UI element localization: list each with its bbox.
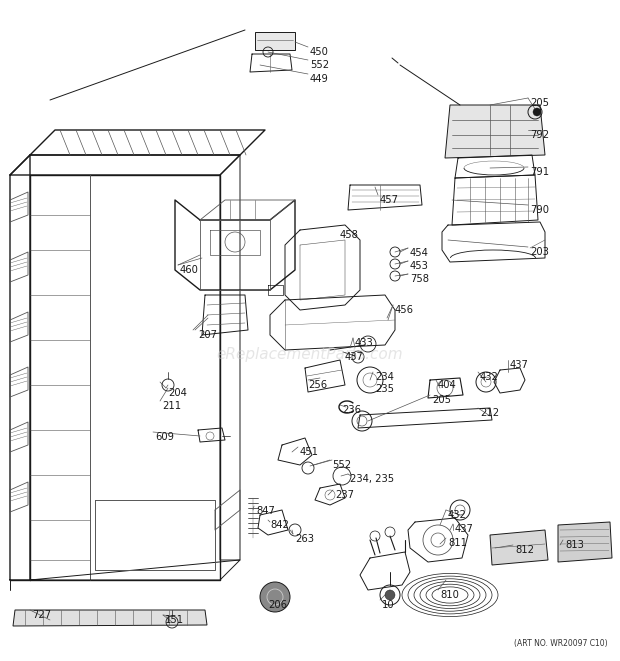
- Text: 256: 256: [308, 380, 327, 390]
- Text: 727: 727: [32, 610, 51, 620]
- Text: 842: 842: [270, 520, 289, 530]
- Text: 454: 454: [410, 248, 429, 258]
- Text: 211: 211: [162, 401, 181, 411]
- Text: 205: 205: [432, 395, 451, 405]
- Text: 450: 450: [310, 47, 329, 57]
- Text: 204: 204: [168, 388, 187, 398]
- Text: 433: 433: [355, 338, 374, 348]
- Text: 234: 234: [375, 372, 394, 382]
- Text: 449: 449: [310, 74, 329, 84]
- Text: 404: 404: [438, 380, 457, 390]
- Text: 235: 235: [375, 384, 394, 394]
- Text: 151: 151: [165, 615, 184, 625]
- Text: eReplacementParts.com: eReplacementParts.com: [216, 348, 404, 362]
- Text: 813: 813: [565, 540, 584, 550]
- Text: 437: 437: [510, 360, 529, 370]
- Text: (ART NO. WR20097 C10): (ART NO. WR20097 C10): [515, 639, 608, 648]
- Text: 437: 437: [345, 352, 364, 362]
- Text: 263: 263: [295, 534, 314, 544]
- Text: 758: 758: [410, 274, 429, 284]
- Text: 457: 457: [380, 195, 399, 205]
- Text: 10: 10: [382, 600, 394, 610]
- Circle shape: [385, 590, 395, 600]
- Circle shape: [533, 108, 541, 116]
- Text: 847: 847: [256, 506, 275, 516]
- Text: 437: 437: [455, 524, 474, 534]
- Text: 812: 812: [515, 545, 534, 555]
- Text: 552: 552: [332, 460, 351, 470]
- Polygon shape: [490, 530, 548, 565]
- Text: 432: 432: [480, 372, 499, 382]
- Polygon shape: [13, 610, 207, 626]
- Text: 207: 207: [198, 330, 217, 340]
- Text: 458: 458: [340, 230, 359, 240]
- Text: 792: 792: [530, 130, 549, 140]
- Text: 432: 432: [448, 510, 467, 520]
- Text: 205: 205: [530, 98, 549, 108]
- Text: 609: 609: [155, 432, 174, 442]
- Text: 552: 552: [310, 60, 329, 70]
- Text: 453: 453: [410, 261, 429, 271]
- Text: 791: 791: [530, 167, 549, 177]
- Text: 203: 203: [530, 247, 549, 257]
- Polygon shape: [255, 32, 295, 50]
- Text: 790: 790: [530, 205, 549, 215]
- Text: 212: 212: [480, 408, 499, 418]
- Text: 236: 236: [342, 405, 361, 415]
- Text: 237: 237: [335, 490, 354, 500]
- Text: 811: 811: [448, 538, 467, 548]
- Text: 234, 235: 234, 235: [350, 474, 394, 484]
- Circle shape: [260, 582, 290, 612]
- Text: 460: 460: [180, 265, 199, 275]
- Text: 456: 456: [395, 305, 414, 315]
- Polygon shape: [558, 522, 612, 562]
- Text: 451: 451: [300, 447, 319, 457]
- Text: 206: 206: [268, 600, 287, 610]
- Polygon shape: [445, 105, 545, 158]
- Text: 810: 810: [440, 590, 459, 600]
